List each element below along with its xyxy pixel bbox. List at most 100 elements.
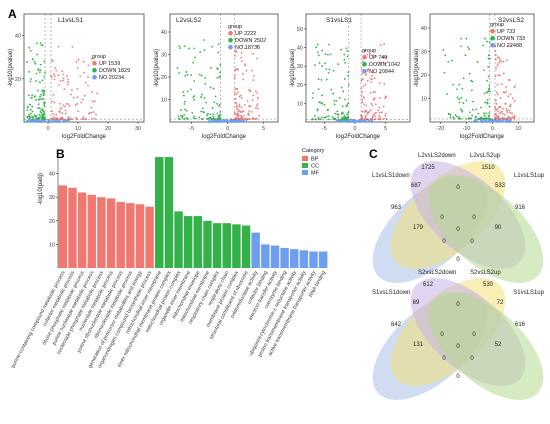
point-down xyxy=(460,45,462,48)
point-up xyxy=(71,118,73,121)
point-down xyxy=(40,108,43,111)
point-up xyxy=(58,110,61,113)
venn-region-count: 0 xyxy=(456,185,460,191)
point-down xyxy=(327,108,330,111)
point-down xyxy=(184,108,186,111)
point-up xyxy=(507,79,510,81)
point-down xyxy=(198,73,201,76)
point-up xyxy=(361,117,364,119)
y-tick-label: 10 xyxy=(421,97,427,103)
point-down xyxy=(486,98,489,101)
legend-entry: DOWN 1042 xyxy=(369,62,400,68)
point-down xyxy=(332,69,335,72)
point-down xyxy=(460,37,463,40)
point-up xyxy=(248,105,250,108)
point-down xyxy=(465,117,467,120)
point-up xyxy=(361,101,364,104)
point-down xyxy=(31,117,34,120)
point-down xyxy=(327,118,330,121)
point-down xyxy=(39,95,41,98)
point-down xyxy=(200,74,203,77)
point-up xyxy=(386,60,389,63)
point-down xyxy=(193,80,196,82)
point-down xyxy=(449,113,452,116)
point-down xyxy=(40,114,42,117)
point-down xyxy=(477,112,480,115)
point-up xyxy=(64,112,67,115)
point-down xyxy=(43,104,46,107)
point-up xyxy=(247,118,250,120)
point-down xyxy=(211,45,214,48)
point-up xyxy=(59,107,62,110)
point-down xyxy=(185,117,188,119)
point-up xyxy=(252,74,255,77)
point-down xyxy=(341,117,343,119)
point-up xyxy=(511,97,514,100)
point-up xyxy=(502,72,505,75)
point-down xyxy=(446,93,448,96)
point-up xyxy=(59,79,62,82)
point-down xyxy=(483,69,485,72)
point-up xyxy=(57,45,60,48)
point-up xyxy=(366,53,369,56)
point-down xyxy=(26,61,28,63)
point-down xyxy=(337,63,340,66)
y-tick-label: 30 xyxy=(49,195,55,201)
volcano-plot-s1vsls1: -5 0 5 10 20 30 40 50 log2FoldChange -log10(pvalu… xyxy=(290,13,411,140)
point-up xyxy=(374,103,377,106)
point-down xyxy=(29,80,32,83)
point-no xyxy=(29,120,32,123)
volcano-plot-frame xyxy=(429,13,535,123)
point-up xyxy=(373,97,376,100)
point-up xyxy=(62,77,65,80)
point-down xyxy=(217,43,220,46)
point-down xyxy=(469,117,472,120)
point-up xyxy=(256,57,259,60)
point-up xyxy=(509,93,512,96)
point-down xyxy=(214,95,217,98)
point-up xyxy=(361,72,364,75)
point-up xyxy=(361,118,363,121)
point-down xyxy=(205,101,208,104)
point-no xyxy=(64,120,67,123)
point-down xyxy=(43,112,46,114)
point-up xyxy=(81,98,84,101)
point-down xyxy=(40,98,43,100)
x-tick-label: 5 xyxy=(384,126,387,132)
point-down xyxy=(318,62,321,64)
point-no xyxy=(48,120,51,123)
point-up xyxy=(378,106,381,109)
point-no xyxy=(222,119,225,121)
point-up xyxy=(254,90,257,93)
venn-region-count: 0 xyxy=(472,332,476,338)
y-tick-label: 20 xyxy=(161,75,167,81)
point-no xyxy=(238,121,240,123)
point-up xyxy=(507,95,510,98)
venn-region-count: 0 xyxy=(456,344,460,350)
bar xyxy=(203,220,212,268)
point-down xyxy=(177,115,180,118)
legend-swatch-no xyxy=(490,42,495,48)
point-up xyxy=(385,56,388,59)
point-up xyxy=(248,113,250,116)
point-down xyxy=(447,61,450,63)
point-up xyxy=(71,46,74,48)
point-down xyxy=(323,103,326,106)
point-up xyxy=(498,61,501,64)
y-tick-label: 10 xyxy=(297,101,303,107)
volcano-plot-s2vsls2: -20 -10 0 10 10 20 30 40 log2FoldChange -log10(pv… xyxy=(414,13,535,140)
point-up xyxy=(495,114,498,117)
point-no xyxy=(216,121,219,123)
point-down xyxy=(31,115,33,118)
point-no xyxy=(362,120,365,123)
point-up xyxy=(370,77,372,80)
point-no xyxy=(500,121,503,123)
point-down xyxy=(316,43,319,46)
point-down xyxy=(30,96,33,99)
point-down xyxy=(28,117,31,120)
point-no xyxy=(230,121,233,123)
point-down xyxy=(488,112,491,114)
point-down xyxy=(316,51,319,54)
panel-label-b: B xyxy=(56,147,65,161)
